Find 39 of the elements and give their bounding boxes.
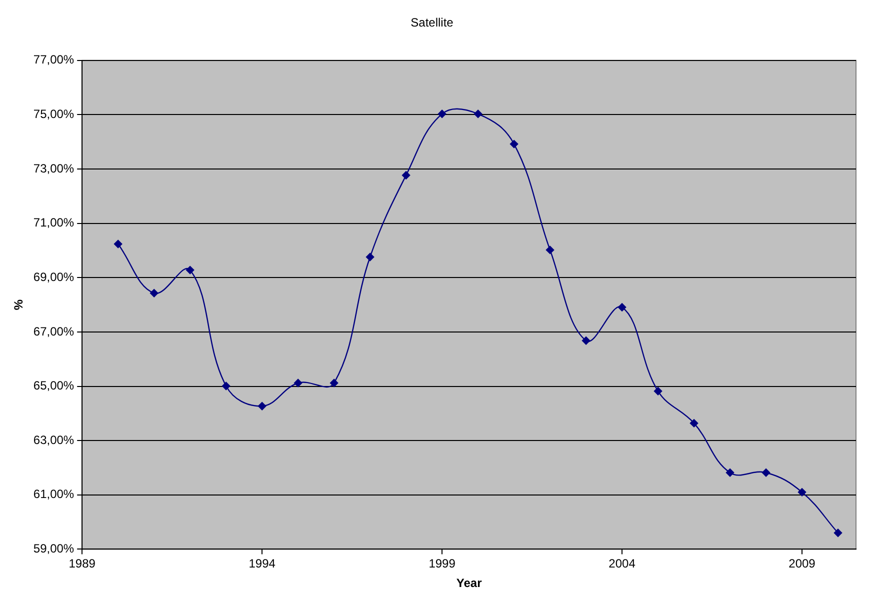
point [438,110,446,118]
point [330,378,338,388]
point [186,266,194,274]
y-tick-label: 73,00% [33,161,74,176]
point [474,110,482,118]
y-tick-label: 71,00% [33,216,74,230]
point [654,387,662,396]
x-tick-label: 2009 [788,556,816,571]
point [402,171,410,180]
point [726,468,734,477]
point [618,303,626,312]
y-tick-label: 67,00% [33,324,74,338]
point [798,488,806,496]
x-tick-label: 1999 [428,556,456,571]
point [762,468,770,477]
point [834,528,842,538]
y-tick-label: 63,00% [33,432,74,447]
x-tick-label: 1989 [68,556,96,571]
point [294,378,302,388]
point [150,289,158,298]
point [366,252,374,262]
y-tick-label: 75,00% [33,107,74,122]
point [582,336,590,345]
point [258,402,266,410]
point [510,140,518,148]
x-tick-label: 2004 [608,556,636,571]
x-tick-label: 1994 [248,556,276,571]
point [690,419,698,428]
y-axis-title: % [12,299,26,310]
y-tick-label: 65,00% [33,378,74,393]
point [546,246,554,254]
y-tick-label: 77,00% [33,52,74,67]
x-axis-title: Year [456,576,482,590]
y-tick-label: 59,00% [33,542,74,556]
y-tick-label: 69,00% [33,270,74,284]
point [114,240,122,248]
y-tick-label: 61,00% [33,487,74,502]
chart-title: Satellite [410,16,454,30]
point [222,382,230,390]
